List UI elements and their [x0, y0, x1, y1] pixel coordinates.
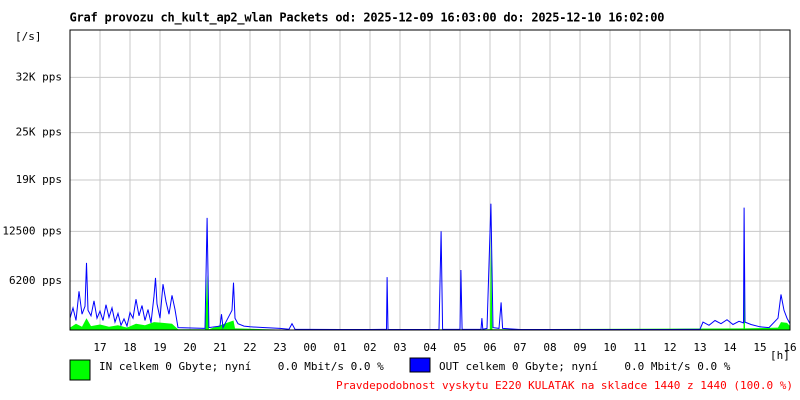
x-tick-label: 08 [543, 341, 556, 354]
legend-label: IN celkem 0 Gbyte; nyní 0.0 Mbit/s 0.0 % [99, 360, 384, 373]
y-tick-label: 6200 pps [9, 274, 62, 287]
x-tick-label: 14 [723, 341, 737, 354]
x-tick-label: 09 [573, 341, 586, 354]
y-unit: [/s] [15, 30, 42, 43]
x-tick-label: 23 [273, 341, 286, 354]
x-tick-label: 01 [333, 341, 346, 354]
line [69, 203, 791, 331]
x-tick-label: 07 [513, 341, 526, 354]
x-unit: [h] [770, 349, 790, 362]
y-tick-label: 19K pps [16, 173, 62, 186]
plot-border [69, 29, 791, 331]
note: Pravdepodobnost vyskytu E220 KULATAK na … [336, 379, 793, 392]
x-tick-label: 12 [663, 341, 676, 354]
y-tick-label: 32K pps [16, 70, 62, 83]
y-tick-label: 25K pps [16, 126, 62, 139]
x-tick-label: 18 [123, 341, 136, 354]
x-tick-label: 03 [393, 341, 406, 354]
x-tick-label: 17 [93, 341, 106, 354]
legend-label: OUT celkem 0 Gbyte; nyní 0.0 Mbit/s 0.0 … [439, 360, 731, 373]
x-tick-label: 11 [633, 341, 646, 354]
x-tick-label: 19 [153, 341, 166, 354]
x-tick-label: 10 [603, 341, 616, 354]
x-tick-label: 06 [483, 341, 496, 354]
x-tick-label: 16 [783, 341, 796, 354]
x-tick-label: 04 [423, 341, 437, 354]
legend-swatch-in [69, 359, 91, 381]
legend-swatch-out [409, 357, 431, 373]
chart-title: Graf provozu ch_kult_ap2_wlan Packets od… [70, 11, 665, 26]
x-tick-label: 22 [243, 341, 256, 354]
x-tick-label: 15 [753, 341, 766, 354]
x-tick-label: 21 [213, 341, 226, 354]
x-tick-label: 02 [363, 341, 376, 354]
x-tick-label: 00 [303, 341, 316, 354]
y-tick-label: 12500 pps [2, 224, 62, 237]
x-tick-label: 05 [453, 341, 466, 354]
x-tick-label: 20 [183, 341, 196, 354]
x-tick-label: 13 [693, 341, 706, 354]
